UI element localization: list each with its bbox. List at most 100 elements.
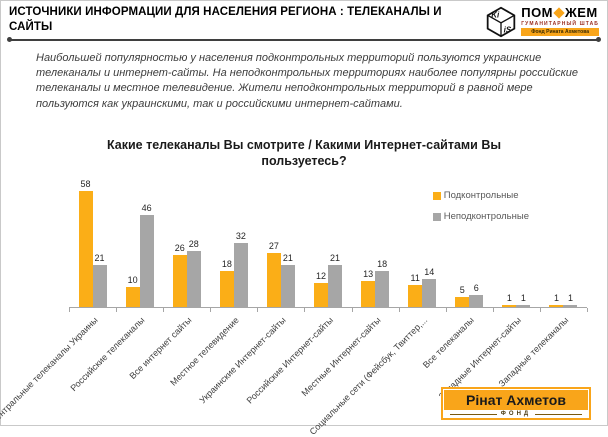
pomozhem-title: ПОМ ЖЕМ <box>521 6 598 19</box>
badge-subtitle: ФОНД <box>500 411 532 417</box>
page-title: ИСТОЧНИКИ ИНФОРМАЦИИ ДЛЯ НАСЕЛЕНИЯ РЕГИО… <box>9 6 442 33</box>
bar-group: 18 32 <box>210 176 257 307</box>
bar-value-label: 11 <box>410 273 420 284</box>
bar-column: 12 <box>314 271 329 307</box>
bar-value-label: 28 <box>188 239 199 250</box>
bar-group: 13 18 <box>352 176 399 307</box>
axis-tick <box>210 308 212 312</box>
bar-noncontrolled <box>92 265 107 307</box>
header: ИСТОЧНИКИ ИНФОРМАЦИИ ДЛЯ НАСЕЛЕНИЯ РЕГИО… <box>1 1 607 39</box>
axis-tick <box>116 308 118 312</box>
bar-column: 18 <box>375 259 390 307</box>
bar-value-label: 32 <box>235 231 246 242</box>
bar-column: 13 <box>361 269 376 307</box>
bar-column: 58 <box>78 179 93 307</box>
badge-bottom: ФОНД <box>444 410 588 417</box>
bar-noncontrolled <box>280 265 295 307</box>
bar-column: 11 <box>408 273 423 307</box>
bar-controlled <box>361 281 376 307</box>
bar-noncontrolled <box>375 271 390 307</box>
bar-noncontrolled <box>186 251 201 307</box>
bar-value-label: 21 <box>330 253 341 264</box>
bar-controlled <box>549 305 564 307</box>
bar-column: 10 <box>125 275 140 307</box>
bar-column: 46 <box>139 203 154 307</box>
bar-column: 18 <box>219 259 234 307</box>
legend-label: Неподконтрольные <box>443 211 529 222</box>
bar-value-label: 1 <box>506 293 512 304</box>
category-label: Местные Интернет-сайты <box>299 315 383 399</box>
legend-item: Подконтрольные <box>432 190 529 201</box>
pomozhem-title-right: ЖЕМ <box>565 5 598 20</box>
badge-line-right <box>535 413 582 415</box>
bar-column: 27 <box>266 241 281 307</box>
axis-tick <box>304 308 306 312</box>
bar-value-label: 13 <box>363 269 374 280</box>
bar-noncontrolled <box>422 279 437 307</box>
bar-controlled <box>314 283 329 307</box>
bar-controlled <box>219 271 234 307</box>
pomozhem-block: ПОМ ЖЕМ ГУМАНИТАРНЫЙ ШТАБ Фонд Рината Ах… <box>521 6 599 36</box>
bar-column: 21 <box>92 253 107 307</box>
bar-group: 11 14 <box>399 176 446 307</box>
bar-value-label: 14 <box>424 267 435 278</box>
bar-column: 5 <box>455 285 470 307</box>
bar-value-label: 27 <box>268 241 279 252</box>
bar-controlled <box>125 287 140 307</box>
plot-area: 58 21 10 46 26 28 18 32 27 21 12 21 13 18 11 14 5 6 1 1 1 1 П… <box>69 176 587 308</box>
bar-controlled <box>78 191 93 307</box>
badge-line-left <box>450 413 497 415</box>
legend-swatch <box>432 212 441 221</box>
header-divider <box>7 37 601 42</box>
bar-value-label: 10 <box>127 275 138 286</box>
kiis-cube-icon: Ki iS <box>486 6 516 38</box>
bar-noncontrolled <box>516 305 531 307</box>
bar-value-label: 18 <box>377 259 388 270</box>
legend-item: Неподконтрольные <box>432 211 529 222</box>
axis-tick <box>69 308 70 312</box>
category-label: Российские Интернет-сайты <box>244 315 336 406</box>
svg-text:iS: iS <box>504 26 512 35</box>
bar-group: 58 21 <box>69 176 116 307</box>
bar-column: 1 <box>516 293 531 307</box>
bar-value-label: 58 <box>80 179 91 190</box>
category-label: Украинские Интернет-сайты <box>197 315 288 406</box>
pomozhem-banner: Фонд Рината Ахметова <box>521 28 599 36</box>
badge-title: Рінат Ахметов <box>466 392 566 409</box>
bar-column: 26 <box>172 243 187 307</box>
bar-value-label: 1 <box>553 293 559 304</box>
bar-column: 1 <box>549 293 564 307</box>
bar-value-label: 6 <box>473 283 479 294</box>
bar-group: 26 28 <box>163 176 210 307</box>
bar-value-label: 1 <box>567 293 573 304</box>
legend-swatch <box>432 191 441 200</box>
bar-noncontrolled <box>328 265 343 307</box>
bar-column: 1 <box>502 293 517 307</box>
axis-tick <box>351 308 353 312</box>
bar-value-label: 12 <box>316 271 327 282</box>
bar-column: 1 <box>563 293 578 307</box>
axis-tick <box>587 308 588 312</box>
legend: Подконтрольные Неподконтрольные <box>432 190 529 232</box>
bar-column: 6 <box>469 283 484 307</box>
bar-group: 10 46 <box>116 176 163 307</box>
axis-tick <box>539 308 541 312</box>
axis-tick <box>163 308 165 312</box>
bar-controlled <box>408 285 423 307</box>
kiis-pomozhem-logo: Ki iS ПОМ ЖЕМ ГУМАНИТАРНЫЙ ШТАБ Фонд Рин… <box>485 6 599 38</box>
bar-value-label: 21 <box>282 253 293 264</box>
axis-tick <box>257 308 259 312</box>
bar-group: 12 21 <box>304 176 351 307</box>
bar-column: 21 <box>280 253 295 307</box>
bar-groups: 58 21 10 46 26 28 18 32 27 21 12 21 13 18 11 14 5 6 1 1 1 1 <box>69 176 587 307</box>
bar-value-label: 5 <box>459 285 465 296</box>
bar-controlled <box>455 297 470 307</box>
legend-label: Подконтрольные <box>443 190 519 201</box>
bar-column: 28 <box>186 239 201 307</box>
bar-column: 32 <box>233 231 248 307</box>
bar-noncontrolled <box>563 305 578 307</box>
bar-noncontrolled <box>233 243 248 307</box>
